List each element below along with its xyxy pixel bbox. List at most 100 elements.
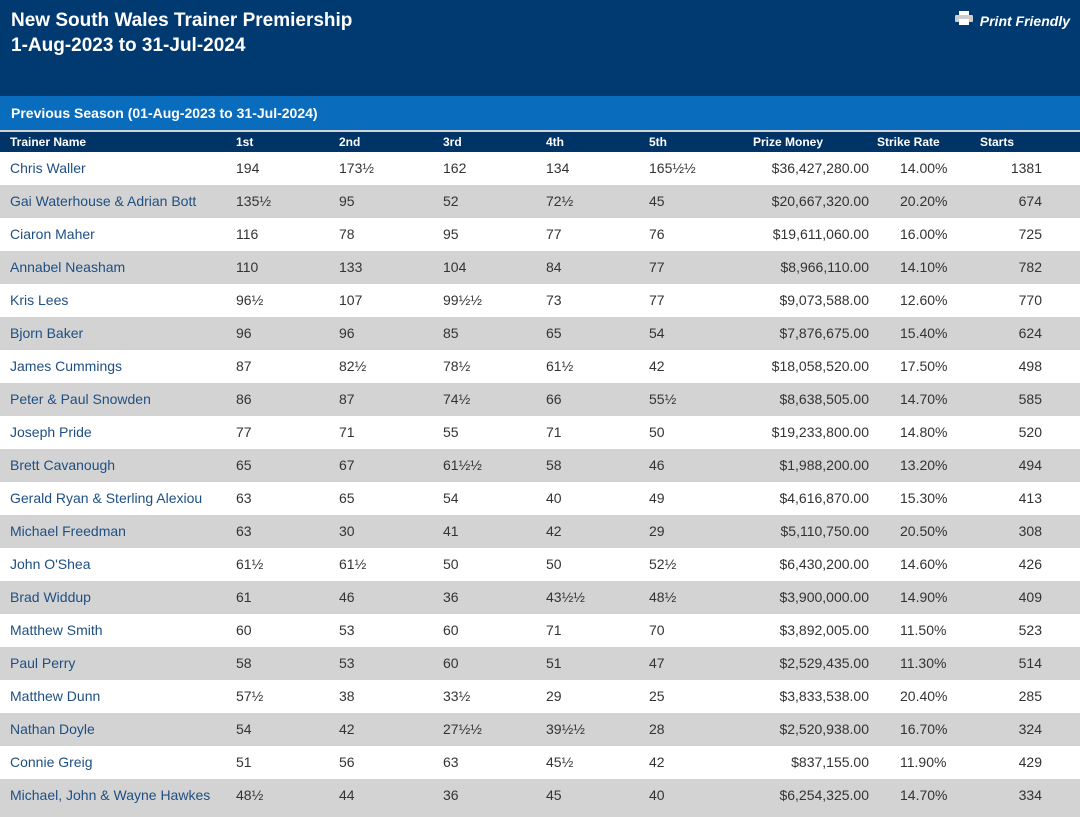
trainer-link[interactable]: Matthew Smith [10,622,103,638]
section-bar: Previous Season (01-Aug-2023 to 31-Jul-2… [0,96,1080,130]
table-cell: $4,616,870.00 [779,490,869,506]
table-row: Gai Waterhouse & Adrian Bott 135½ 95 52 72½ 4… [0,185,1080,218]
trainer-link[interactable]: Michael Freedman [10,523,126,539]
table-cell: 71 [339,424,355,440]
table-row: Michael, John & Wayne Hawkes 48½ 44 36 45 40 $… [0,779,1080,812]
table-row: Chris Waller 194 173½ 162 134 165½½ $36,427,28… [0,152,1080,185]
table-cell: 60 [443,655,459,671]
table-cell: 84 [546,259,562,275]
trainer-link[interactable]: Paul Perry [10,655,76,671]
table-cell: 29 [546,688,562,704]
table-cell: 95 [339,193,355,209]
trainer-link[interactable]: Connie Greig [10,754,93,770]
table-cell: 46 [649,457,665,473]
table-cell: 66 [546,391,562,407]
table-cell: $9,073,588.00 [779,292,869,308]
table-cell: 13.20% [900,457,948,473]
table-cell: 43½½ [546,589,585,605]
table-cell: 135½ [236,193,272,209]
table-cell: 36 [443,589,459,605]
table-cell: 36 [443,787,459,803]
table-row: Nathan Doyle 54 42 27½½ 39½½ 28 $2,520,938.00 1… [0,713,1080,746]
table-cell: 25 [649,688,665,704]
trainer-link[interactable]: Kris Lees [10,292,69,308]
table-header: Trainer Name 1st 2nd 3rd 4th 5th Prize Money St… [0,132,1080,152]
print-icon[interactable] [955,11,973,25]
trainer-link[interactable]: Bjorn Baker [10,325,84,341]
table-cell: 50 [546,556,562,572]
table-cell: $6,254,325.00 [779,787,869,803]
trainer-link[interactable]: Ciaron Maher [10,226,95,242]
table-cell: 33½ [443,688,471,704]
trainer-link[interactable]: Brad Widdup [10,589,91,605]
table-cell: $3,900,000.00 [779,589,869,605]
table-row: Michael Freedman 63 30 41 42 29 $5,110,750.00 2… [0,515,1080,548]
table-cell: 78 [339,226,355,242]
table-cell: 72½ [546,193,574,209]
table-cell: 494 [1018,457,1042,473]
table-cell: 46 [339,589,355,605]
print-link[interactable]: Print Friendly [979,13,1070,29]
table-cell: $7,876,675.00 [779,325,869,341]
column-header: 5th [649,135,667,149]
table-row: Kris Lees 96½ 107 99½½ 73 77 $9,073,588.00 12.6… [0,284,1080,317]
trainer-link[interactable]: Joseph Pride [10,424,92,440]
table-cell: 53 [339,622,355,638]
table-cell: 334 [1018,787,1042,803]
table-cell: 86 [236,391,252,407]
table-cell: 57½ [236,688,264,704]
table-cell: $19,233,800.00 [771,424,869,440]
trainer-link[interactable]: Brett Cavanough [10,457,116,473]
table-cell: 61½ [339,556,367,572]
trainer-link[interactable]: Gerald Ryan & Sterling Alexiou [10,490,203,506]
table-cell: 77 [649,292,665,308]
table-cell: 14.80% [900,424,948,440]
title-line: 1-Aug-2023 to 31-Jul-2024 [11,35,246,56]
table-cell: 1381 [1010,160,1042,176]
table-cell: 82½ [339,358,367,374]
table-cell: 54 [443,490,459,506]
table-cell: 63 [236,490,252,506]
table-cell: 28 [649,721,665,737]
table-cell: 20.40% [900,688,948,704]
table-cell: 42 [546,523,562,539]
table-cell: 514 [1018,655,1042,671]
table-cell: 40 [649,787,665,803]
trainer-link[interactable]: Gai Waterhouse & Adrian Bott [10,193,197,209]
table-cell: 78½ [443,358,471,374]
table-row: Gerald Ryan & Sterling Alexiou 63 65 54 40 49… [0,482,1080,515]
column-header: Strike Rate [877,135,940,149]
column-header: 2nd [339,135,361,149]
table-row: Brad Widdup 61 46 36 43½½ 48½ $3,900,000.00 14.… [0,581,1080,614]
trainer-link[interactable]: Nathan Doyle [10,721,95,737]
table-cell: 51 [546,655,562,671]
table-cell: $3,892,005.00 [779,622,869,638]
table-cell: 585 [1018,391,1042,407]
trainer-link[interactable]: James Cummings [10,358,123,374]
trainer-link[interactable]: Annabel Neasham [10,259,126,275]
table-cell: 71 [546,424,562,440]
trainer-link[interactable]: Matthew Dunn [10,688,101,704]
trainer-link[interactable]: John O'Shea [10,556,91,572]
table-cell: 162 [443,160,467,176]
table-cell: 61 [236,589,252,605]
table-cell: 324 [1018,721,1042,737]
column-header: 3rd [443,135,462,149]
table-cell: 11.50% [900,622,947,638]
trainer-link[interactable]: Michael, John & Wayne Hawkes [10,787,211,803]
table-cell: 96 [339,325,355,341]
table-row: Connie Greig 51 56 63 45½ 42 $837,155.00 11.90%… [0,746,1080,779]
table-cell: 27½½ [443,721,482,737]
table-cell: 99½½ [443,292,482,308]
table-cell: 52 [443,193,459,209]
trainer-link[interactable]: Peter & Paul Snowden [10,391,151,407]
table-cell: 15.30% [900,490,948,506]
table-cell: 134 [546,160,570,176]
table-cell: 107 [339,292,363,308]
table-cell: 48½ [236,787,264,803]
column-header: 4th [546,135,564,149]
trainer-link[interactable]: Chris Waller [10,160,86,176]
table-cell: $837,155.00 [791,754,869,770]
column-header: 1st [236,135,254,149]
